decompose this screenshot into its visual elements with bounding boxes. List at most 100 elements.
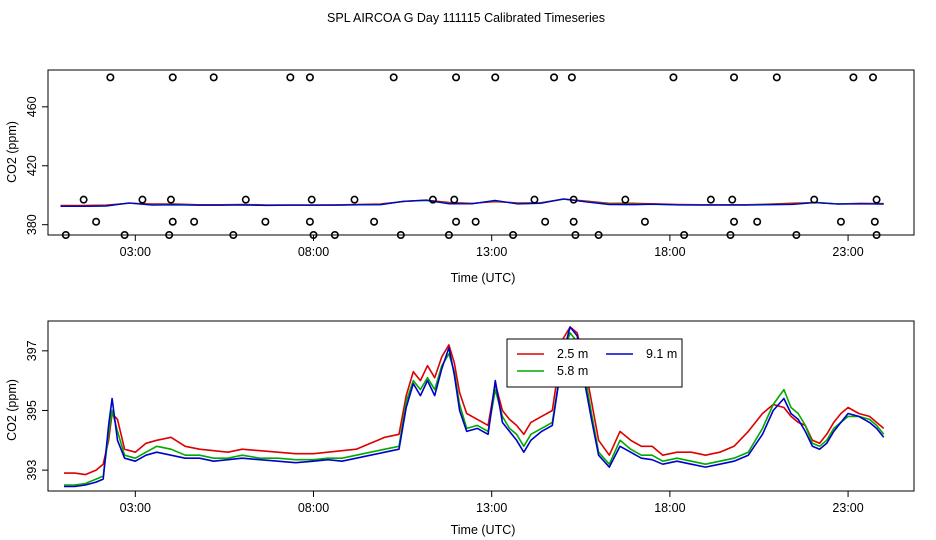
legend-box [506,338,683,388]
bottom-panel-y-ticks: 393 395 397 [25,340,48,481]
scatter-point [138,195,147,204]
y-tick-label: 460 [25,96,39,117]
scatter-point [428,195,437,204]
x-tick-label: 13:00 [476,501,507,515]
top-panel-x-ticks: 03:00 08:00 13:00 18:00 23:00 [120,235,864,259]
scatter-point [330,231,339,240]
y-tick-label: 380 [25,214,39,235]
scatter-point [640,217,649,226]
x-tick-label: 08:00 [298,245,329,259]
bottom-panel-x-ticks: 03:00 08:00 13:00 18:00 23:00 [120,491,864,515]
scatter-point [792,231,801,240]
scatter-point [209,73,218,82]
scatter-point [726,231,735,240]
scatter-point [444,231,453,240]
scatter-point [450,195,459,204]
scatter-point [567,73,576,82]
x-tick-label: 08:00 [298,501,329,515]
top-panel-series-lines [60,198,884,208]
legend-label-9-1-m: 9.1 m [646,347,677,361]
scatter-point [92,217,101,226]
x-tick-label: 03:00 [120,245,151,259]
scatter-point [165,231,174,240]
scatter-point [730,217,739,226]
scatter-point [594,231,603,240]
scatter-point [190,217,199,226]
scatter-point [509,231,518,240]
top-panel-y-ticks: 380 420 460 [25,96,48,235]
scatter-point [286,73,295,82]
scatter-point [870,217,879,226]
y-tick-label: 397 [25,340,39,361]
scatter-point [569,195,578,204]
scatter-point [530,195,539,204]
scatter-point [621,195,630,204]
x-tick-label: 18:00 [654,245,685,259]
scatter-point [166,195,175,204]
bottom-panel-co2-by-height: Time (UTC) CO2 (ppm) 03:00 08:00 13:00 18:0… [5,320,915,537]
bottom-panel-series-lines [64,326,885,488]
scatter-point [229,231,238,240]
legend-label-5-8-m: 5.8 m [557,364,588,378]
scatter-point [452,217,461,226]
top-panel-ylabel: CO2 (ppm) [5,121,19,183]
scatter-point [396,231,405,240]
top-panel-frame [47,69,915,236]
scatter-point [810,195,819,204]
x-tick-label: 13:00 [476,245,507,259]
scatter-point [168,73,177,82]
bottom-panel-frame [47,320,915,492]
scatter-point [872,231,881,240]
top-panel-xlabel: Time (UTC) [451,271,516,285]
y-tick-label: 393 [25,460,39,481]
x-tick-label: 18:00 [654,501,685,515]
bottom-panel-xlabel: Time (UTC) [451,523,516,537]
series-line-9-1-m [64,326,885,488]
scatter-point [706,195,715,204]
top-panel-co2-with-scatter: Time (UTC) CO2 (ppm) 03:00 08:00 13:00 18:0… [5,69,915,285]
scatter-point [491,73,500,82]
chart-title: SPL AIRCOA G Day 111115 Calibrated Times… [327,11,605,25]
series-line-9-1-m [60,198,884,208]
scatter-point [389,73,398,82]
bottom-panel-ylabel: CO2 (ppm) [5,379,19,441]
x-tick-label: 23:00 [832,245,863,259]
scatter-point [849,73,858,82]
bottom-panel-legend: 2.5 m 9.1 m 5.8 m [506,338,683,388]
y-tick-label: 395 [25,400,39,421]
scatter-point [307,195,316,204]
scatter-point [305,73,314,82]
scatter-point [728,195,737,204]
y-tick-label: 420 [25,155,39,176]
scatter-point [309,231,318,240]
scatter-point [669,73,678,82]
scatter-point [836,217,845,226]
scatter-point [541,217,550,226]
scatter-point [241,195,250,204]
scatter-point [872,195,881,204]
top-panel-scatter-points [61,73,881,240]
x-tick-label: 03:00 [120,501,151,515]
scatter-point [261,217,270,226]
scatter-point [106,73,115,82]
x-tick-label: 23:00 [832,501,863,515]
scatter-point [452,73,461,82]
scatter-point [120,231,129,240]
scatter-point [571,231,580,240]
scatter-point [370,217,379,226]
scatter-point [680,231,689,240]
scatter-point [305,217,314,226]
scatter-point [869,73,878,82]
scatter-point [168,217,177,226]
scatter-point [550,73,559,82]
scatter-point [753,217,762,226]
scatter-point [61,231,70,240]
legend-label-2-5-m: 2.5 m [557,347,588,361]
scatter-point [350,195,359,204]
series-line-2-5-m [64,326,885,476]
scatter-point [772,73,781,82]
scatter-point [569,217,578,226]
scatter-point [471,217,480,226]
series-line-5-8-m [64,332,885,486]
